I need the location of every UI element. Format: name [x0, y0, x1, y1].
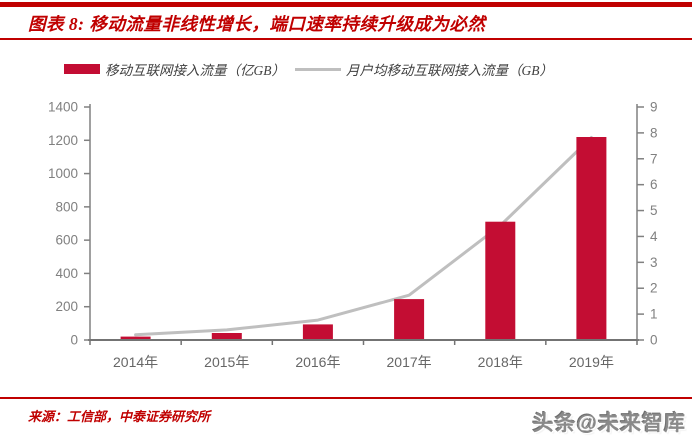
bar-2019年: [576, 137, 607, 340]
x-axis-label-2016年: 2016年: [295, 354, 340, 370]
right-axis-tick-label: 9: [650, 100, 658, 115]
x-axis-label-2014年: 2014年: [113, 354, 158, 370]
bar-2014年: [120, 336, 151, 340]
right-axis-tick-label: 3: [650, 255, 658, 270]
x-axis-label-2015年: 2015年: [204, 354, 249, 370]
right-axis-tick-label: 6: [650, 177, 658, 192]
title-underline: [0, 38, 692, 40]
bar-series-swatch-icon: [64, 64, 100, 74]
line-series-swatch-icon: [295, 67, 341, 71]
right-axis-tick-label: 4: [650, 229, 658, 244]
chart-plot-area: 0 200 400 600 800 1000 1200 1400 0 1 2 3 4 5 6 7 8 9 2014年…: [0, 90, 692, 390]
left-axis-tick-label: 200: [55, 299, 78, 314]
x-axis-label-2017年: 2017年: [387, 354, 432, 370]
left-axis-tick-label: 1000: [48, 166, 78, 181]
right-axis-tick-label: 0: [650, 333, 658, 348]
bar-2017年: [394, 299, 425, 340]
left-axis-tick-label: 0: [70, 333, 78, 348]
bar-2015年: [211, 333, 242, 340]
watermark-text: 头条@未来智库: [532, 412, 686, 435]
legend-item-bar-series: 移动互联网接入流量（亿GB）: [64, 59, 285, 79]
bar-2016年: [302, 324, 333, 340]
right-axis-tick-label: 8: [650, 125, 658, 140]
line-series-path: [134, 136, 593, 337]
right-axis-tick-label: 5: [650, 203, 658, 218]
left-axis-tick-label: 800: [55, 199, 78, 214]
bar-series-label: 移动互联网接入流量（亿GB）: [105, 63, 285, 78]
left-axis-tick-label: 1400: [48, 100, 78, 115]
bar-2018年: [485, 221, 516, 340]
right-axis-tick-label: 1: [650, 307, 658, 322]
x-axis-label-2018年: 2018年: [478, 354, 523, 370]
source-text: 来源：工信部，中泰证券研究所: [28, 409, 211, 424]
line-series-label: 月户均移动互联网接入流量（GB）: [346, 63, 553, 78]
right-axis-tick-label: 2: [650, 281, 658, 296]
right-axis-tick-label: 7: [650, 151, 658, 166]
chart-legend: 移动互联网接入流量（亿GB） 月户均移动互联网接入流量（GB）: [64, 60, 553, 78]
chart-title: 图表 8: 移动流量非线性增长，端口速率持续升级成为必然: [28, 14, 486, 34]
left-axis-tick-label: 1200: [48, 133, 78, 148]
x-axis-label-2019年: 2019年: [569, 354, 614, 370]
left-axis-tick-label: 600: [55, 233, 78, 248]
left-axis-tick-label: 400: [55, 266, 78, 281]
legend-item-line-series: 月户均移动互联网接入流量（GB）: [295, 59, 553, 79]
top-accent-bar: [0, 2, 692, 7]
source-divider-line: [0, 397, 692, 399]
combo-chart-svg: 0 200 400 600 800 1000 1200 1400 0 1 2 3 4 5 6 7 8 9 2014年…: [48, 100, 658, 371]
